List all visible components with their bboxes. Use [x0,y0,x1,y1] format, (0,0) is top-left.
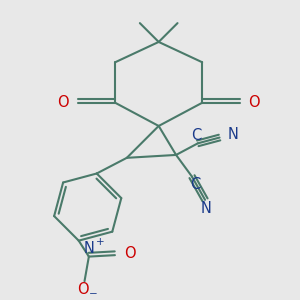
Text: O: O [57,95,69,110]
Text: C: C [190,177,200,192]
Text: C: C [191,128,202,143]
Text: N: N [201,201,212,216]
Text: N: N [228,127,238,142]
Text: O: O [248,95,260,110]
Text: O: O [77,282,89,297]
Text: N: N [83,241,94,256]
Text: −: − [89,289,98,299]
Text: +: + [96,236,104,247]
Text: O: O [124,246,136,261]
